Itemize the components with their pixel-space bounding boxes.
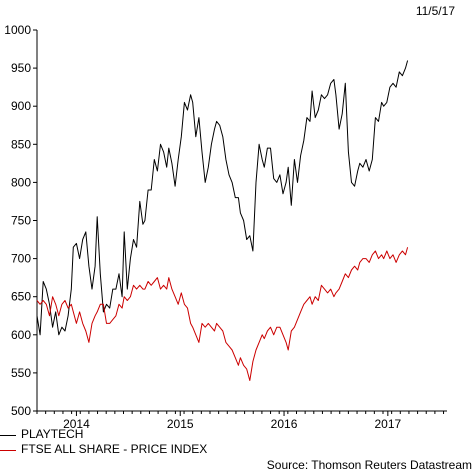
y-tick-label-550: 550 [11,366,31,380]
legend-item-playtech: PLAYTECH [0,426,207,441]
y-tick-label-1000: 1000 [4,23,31,37]
x-tick-label-2014: 2014 [63,417,90,431]
legend-label-playtech: PLAYTECH [21,426,84,441]
y-tick-label-650: 650 [11,290,31,304]
legend-item-ftse: FTSE ALL SHARE - PRICE INDEX [0,441,207,456]
y-tick-label-800: 800 [11,175,31,189]
y-tick-label-950: 950 [11,61,31,75]
y-tick-label-900: 900 [11,99,31,113]
x-tick-label-2017: 2017 [374,417,401,431]
legend-swatch-playtech [0,435,16,436]
x-tick-label-2016: 2016 [271,417,298,431]
x-tick-label-2015: 2015 [167,417,194,431]
legend-swatch-ftse [0,450,16,451]
y-tick-label-750: 750 [11,214,31,228]
source-note: Source: Thomson Reuters Datastream [266,458,472,472]
y-tick-label-700: 700 [11,252,31,266]
legend: PLAYTECH FTSE ALL SHARE - PRICE INDEX [0,426,207,456]
y-tick-label-600: 600 [11,328,31,342]
chart-date: 11/5/17 [415,4,455,18]
series-line-ftse [36,247,409,381]
y-tick-label-500: 500 [11,404,31,418]
y-tick-label-850: 850 [11,137,31,151]
series-line-playtech [36,60,409,336]
legend-label-ftse: FTSE ALL SHARE - PRICE INDEX [21,441,208,456]
